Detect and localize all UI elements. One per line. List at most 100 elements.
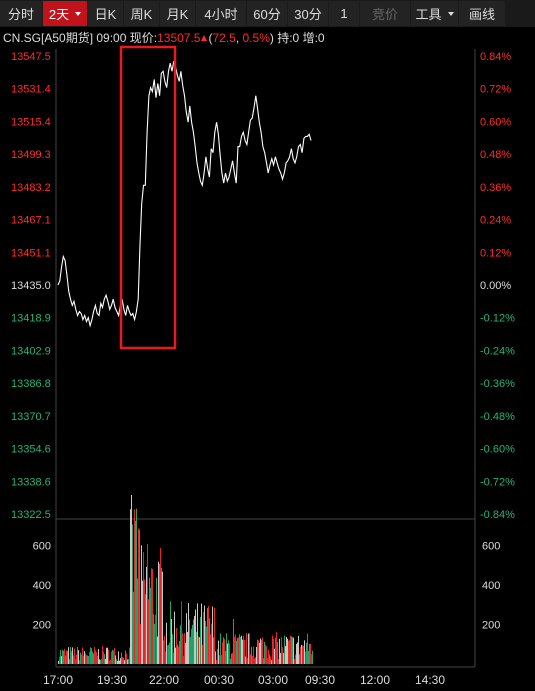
volume-bar: [231, 653, 232, 664]
volume-bar: [163, 640, 164, 664]
volume-bar: [153, 614, 154, 664]
volume-bar: [292, 637, 293, 664]
volume-bar: [297, 642, 298, 664]
volume-bar: [87, 655, 88, 664]
separator: ,: [235, 31, 243, 45]
volume-bar: [266, 646, 267, 664]
volume-bar: [173, 652, 174, 664]
volume-bar: [213, 637, 214, 664]
volume-bar: [225, 650, 226, 664]
volume-bar: [180, 625, 181, 664]
price-tick-label: 13418.9: [11, 313, 51, 325]
volume-bar: [101, 658, 102, 664]
volume-bar: [125, 650, 126, 664]
volume-tick-label: 600: [33, 541, 51, 553]
volume-bar: [118, 651, 119, 664]
volume-bar: [127, 659, 128, 664]
price-tick-label: 13354.6: [11, 444, 51, 456]
volume-bar: [301, 644, 302, 664]
toolbar-button-3[interactable]: 周K: [124, 1, 159, 26]
volume-bar: [128, 659, 129, 664]
volume-bar: [84, 651, 85, 664]
volume-bar: [117, 660, 118, 664]
volume-bar: [305, 651, 306, 664]
volume-bar: [145, 594, 146, 664]
volume-bar: [261, 640, 262, 664]
volume-bar: [273, 638, 274, 664]
volume-bar: [249, 633, 250, 664]
price-label: 现价:: [129, 31, 158, 45]
volume-bar: [267, 658, 268, 664]
volume-bar: [167, 645, 168, 664]
toolbar-button-9[interactable]: 竞价: [360, 1, 410, 26]
toolbar-button-5[interactable]: 4小时: [196, 1, 246, 26]
toolbar-button-label: 月K: [166, 7, 189, 22]
toolbar-button-0[interactable]: 分时: [0, 1, 42, 26]
volume-bar: [208, 606, 209, 664]
toolbar-button-7[interactable]: 30分: [288, 1, 328, 26]
volume-bar: [181, 601, 182, 664]
volume-bar: [164, 635, 165, 664]
toolbar-button-6[interactable]: 60分: [247, 1, 287, 26]
volume-bar: [222, 642, 223, 664]
volume-bar: [299, 654, 300, 664]
price-tick-label: 13547.5: [11, 51, 51, 63]
volume-bar: [296, 643, 297, 664]
volume-bar: [304, 640, 305, 664]
percent-tick-label: 0.60%: [480, 116, 511, 128]
volume-bar: [134, 509, 135, 664]
volume-bar: [80, 652, 81, 664]
time-tick-label: 09:30: [305, 673, 335, 687]
toolbar-button-8[interactable]: 1: [329, 1, 359, 26]
toolbar-button-2[interactable]: 日K: [88, 1, 123, 26]
price-tick-label: 13402.9: [11, 345, 51, 357]
toolbar-button-label: 画线: [468, 7, 495, 22]
volume-bar: [252, 656, 253, 664]
volume-bar: [71, 651, 72, 664]
volume-bar: [166, 622, 167, 664]
volume-bar: [238, 637, 239, 664]
volume-bar: [93, 653, 94, 664]
volume-bar: [78, 650, 79, 664]
volume-bar: [259, 642, 260, 664]
volume-bar: [171, 618, 172, 664]
volume-bar: [109, 660, 110, 664]
volume-bar: [263, 658, 264, 664]
toolbar-button-1[interactable]: 2天: [43, 1, 87, 26]
price-tick-label: 13322.5: [11, 509, 51, 521]
volume-bar: [234, 637, 235, 664]
volume-bar: [236, 640, 237, 664]
toolbar-button-4[interactable]: 月K: [160, 1, 195, 26]
volume-bar: [288, 640, 289, 664]
volume-bar: [154, 623, 155, 664]
volume-bar: [223, 637, 224, 664]
toolbar-button-11[interactable]: 画线: [459, 1, 505, 26]
volume-bar: [239, 634, 240, 664]
price-tick-label: 13483.2: [11, 182, 51, 194]
volume-bar: [205, 621, 206, 664]
volume-bar: [182, 633, 183, 664]
volume-bar: [302, 645, 303, 664]
volume-bar: [148, 599, 149, 664]
volume-bar: [72, 647, 73, 664]
volume-bar: [211, 623, 212, 664]
volume-bar: [65, 655, 66, 664]
volume-bar: [143, 552, 144, 664]
volume-bar: [212, 606, 213, 664]
volume-bar: [135, 521, 136, 664]
volume-bar: [217, 648, 218, 664]
volume-bar: [285, 646, 286, 664]
volume-bar: [97, 656, 98, 664]
volume-bar: [179, 641, 180, 664]
volume-bar: [294, 658, 295, 664]
volume-bar: [240, 636, 241, 664]
volume-bar: [269, 654, 270, 664]
price-tick-label: 13467.1: [11, 215, 51, 227]
volume-bar: [183, 655, 184, 664]
toolbar-button-10[interactable]: 工具: [411, 1, 458, 26]
volume-bar: [96, 652, 97, 664]
toolbar-button-label: 日K: [94, 7, 117, 22]
toolbar-button-label: 2天: [48, 7, 70, 22]
volume-bar: [306, 642, 307, 664]
